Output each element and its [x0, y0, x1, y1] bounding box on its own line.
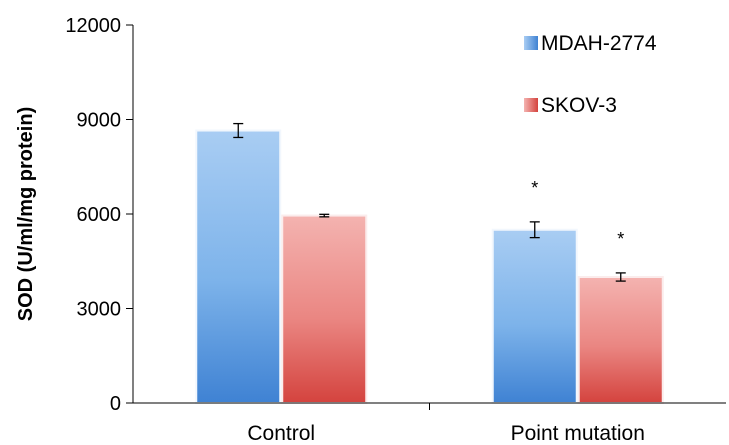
legend-label: MDAH-2774: [541, 32, 657, 55]
y-ticks: 0 3000 6000 9000 12000: [65, 15, 133, 415]
x-tick-label: Point mutation: [511, 422, 645, 445]
bar: [195, 129, 282, 404]
x-ticks: Control Point mutation: [247, 403, 645, 445]
x-tick-label: Control: [247, 422, 315, 445]
legend: MDAH-2774 SKOV-3: [524, 32, 657, 117]
bars-layer: [195, 129, 664, 404]
legend-swatch: [524, 98, 538, 112]
error-bars-layer: [233, 122, 626, 282]
y-tick-label: 6000: [77, 204, 122, 226]
y-tick-label: 9000: [77, 110, 122, 132]
significance-marker: *: [617, 229, 624, 249]
legend-label: SKOV-3: [541, 94, 617, 117]
y-axis-label: SOD (U/ml/mg protein): [15, 107, 37, 321]
significance-marker: *: [531, 178, 538, 198]
bar: [281, 214, 368, 404]
bar: [577, 276, 664, 404]
annotations-layer: **: [531, 178, 624, 249]
y-tick-label: 0: [110, 393, 121, 415]
y-tick-label: 12000: [65, 15, 121, 37]
bar: [491, 228, 578, 404]
y-tick-label: 3000: [77, 299, 122, 321]
legend-swatch: [524, 36, 538, 50]
